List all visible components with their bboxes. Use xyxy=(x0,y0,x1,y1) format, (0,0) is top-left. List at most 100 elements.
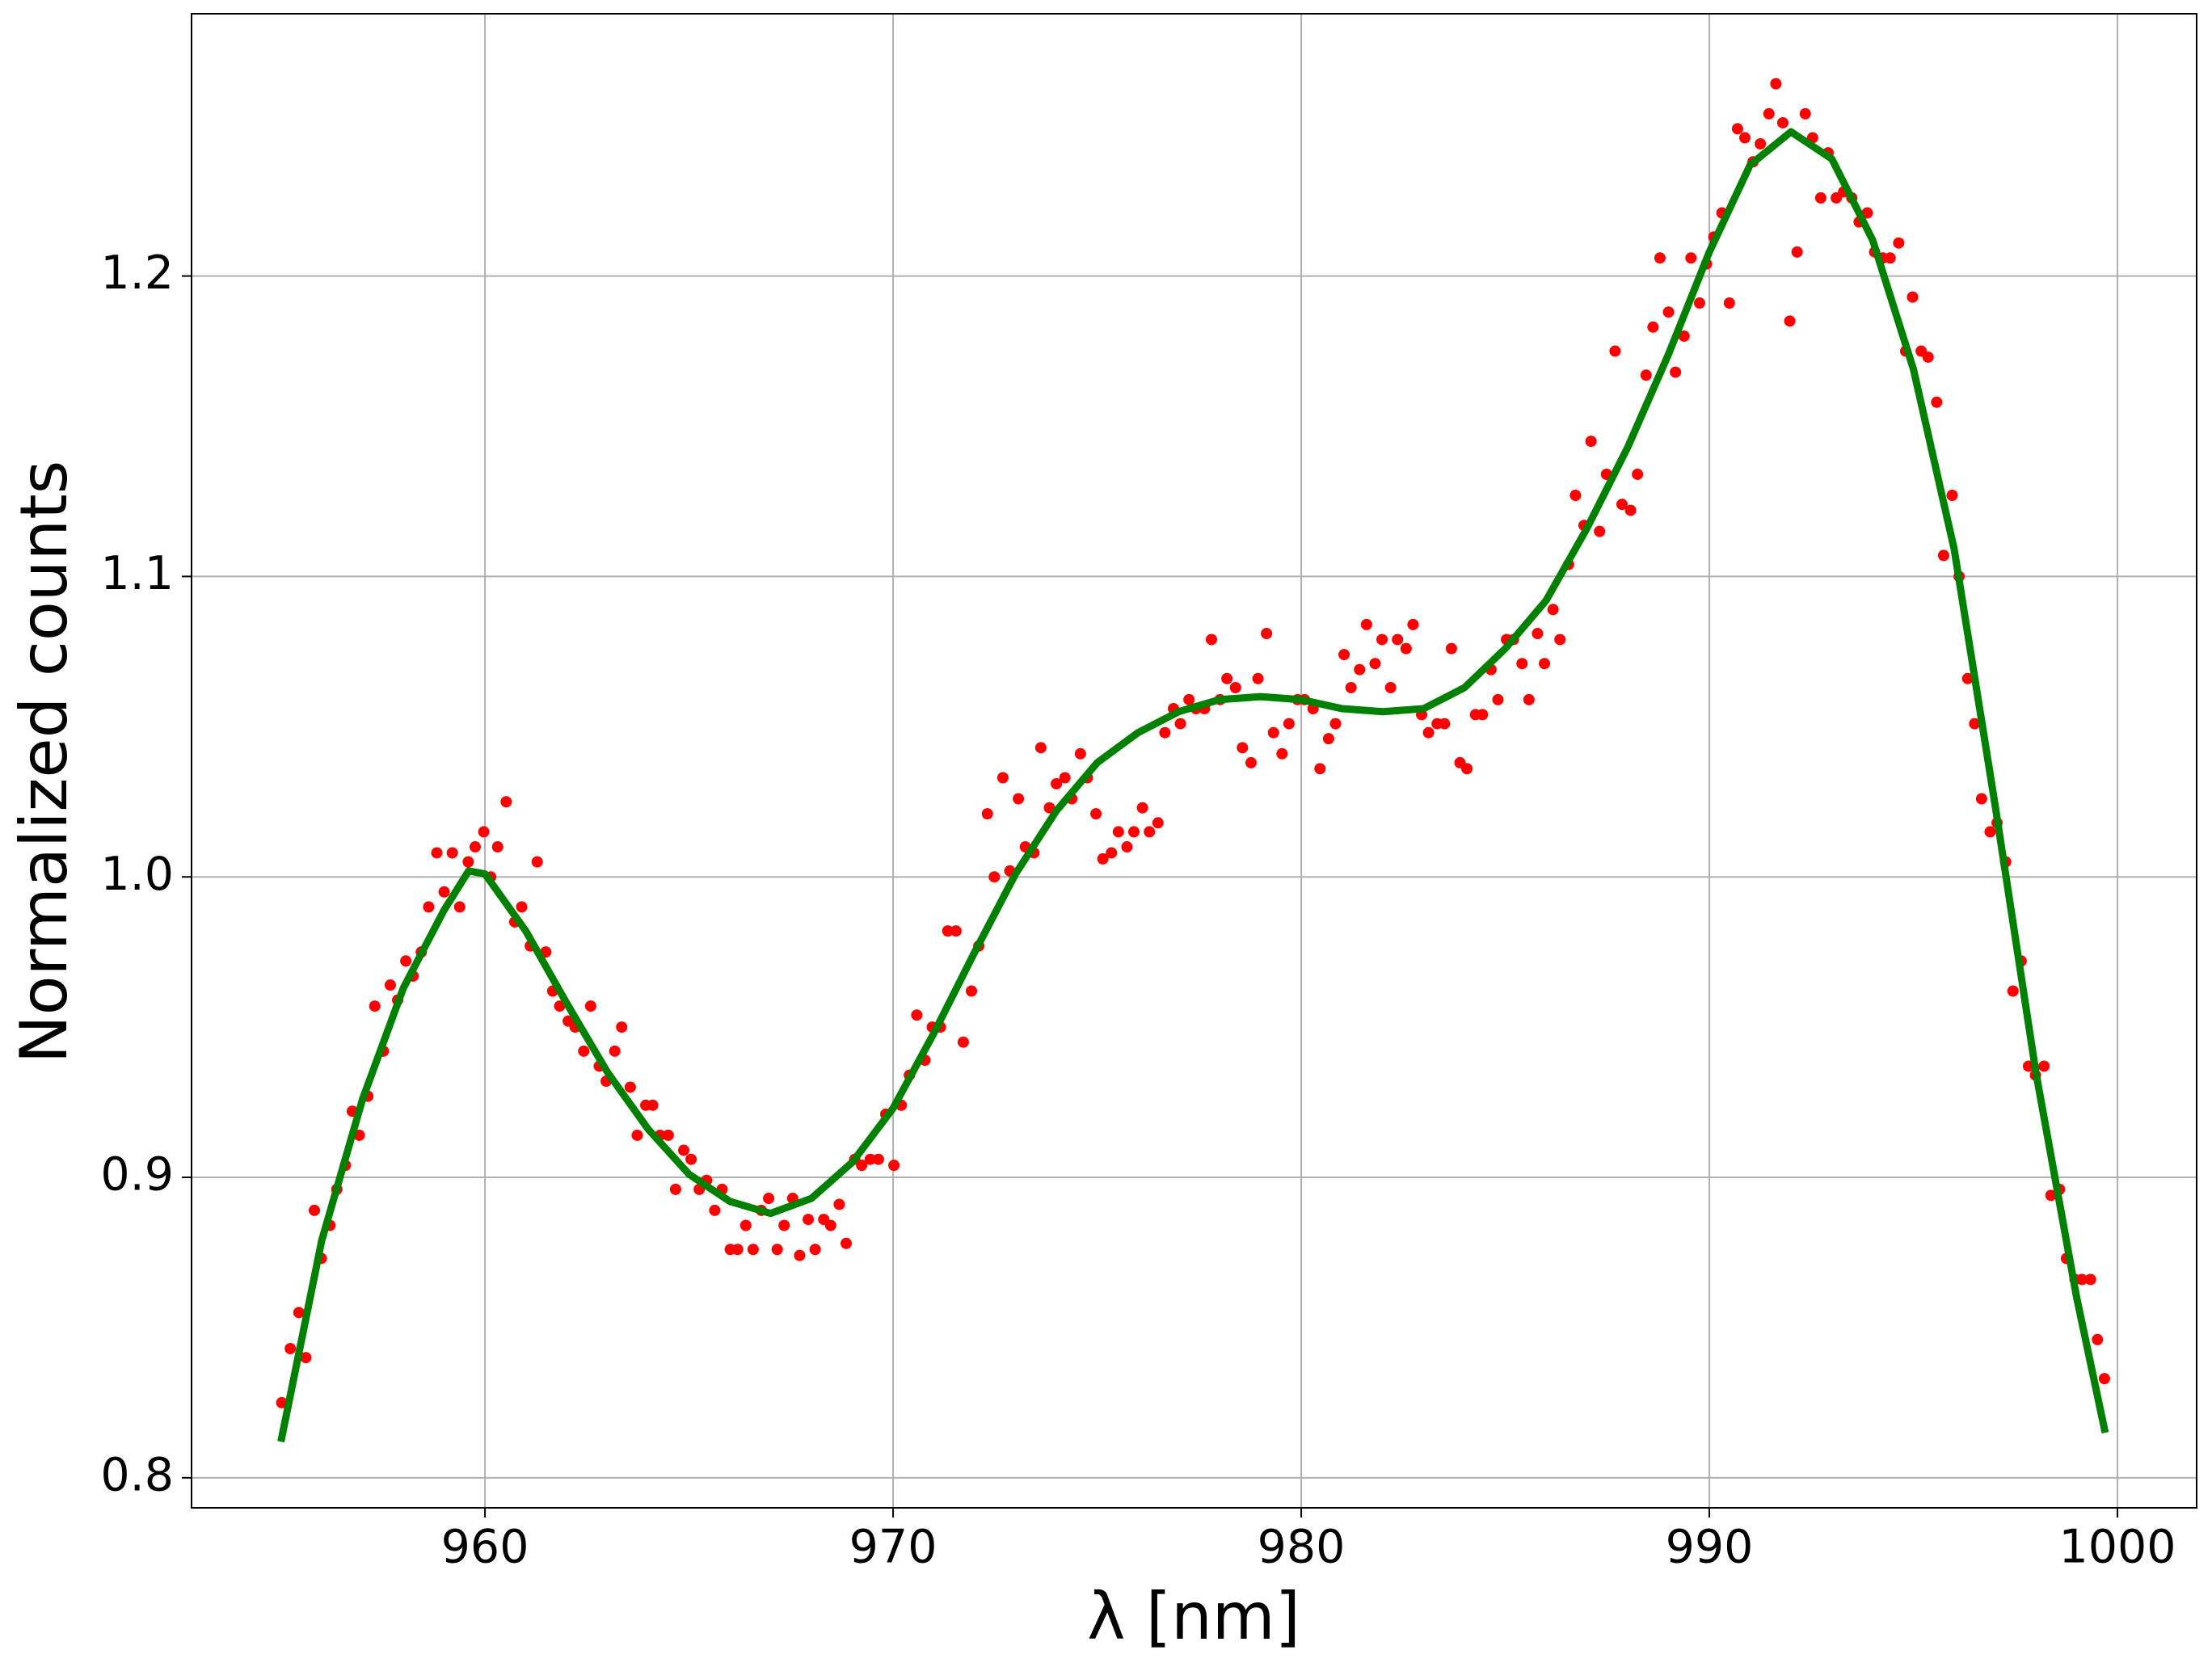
data-point xyxy=(1392,634,1404,646)
data-point xyxy=(1632,468,1644,480)
data-point xyxy=(1097,852,1109,865)
data-point xyxy=(2076,1273,2088,1286)
data-point xyxy=(1569,490,1582,502)
plot-frame xyxy=(191,13,2197,1509)
data-point xyxy=(1112,826,1124,838)
data-point xyxy=(1647,321,1659,333)
data-point xyxy=(1338,649,1350,661)
data-point xyxy=(2045,1189,2057,1202)
data-point xyxy=(872,1153,884,1165)
x-axis-label: λ [nm] xyxy=(1087,1579,1300,1654)
data-point xyxy=(840,1237,852,1249)
y-tick-label: 1.2 xyxy=(100,246,174,300)
data-point xyxy=(809,1244,821,1256)
data-point xyxy=(500,796,512,808)
data-point xyxy=(384,979,396,991)
data-point xyxy=(1329,718,1342,730)
data-point xyxy=(446,847,458,859)
data-point xyxy=(1407,618,1419,630)
data-point xyxy=(2092,1333,2104,1345)
data-point xyxy=(1051,777,1063,789)
data-point xyxy=(981,808,993,820)
data-point xyxy=(950,925,962,937)
data-point xyxy=(1723,297,1735,309)
data-point xyxy=(1585,436,1597,448)
data-point xyxy=(1090,808,1102,820)
data-point xyxy=(2007,985,2019,997)
data-point xyxy=(1205,634,1217,646)
data-point xyxy=(1516,658,1528,670)
data-point xyxy=(1283,718,1295,730)
data-point xyxy=(1059,772,1071,784)
data-point xyxy=(942,925,954,937)
data-point xyxy=(888,1160,900,1172)
x-tick-label: 990 xyxy=(1666,1521,1754,1574)
data-point xyxy=(662,1129,674,1141)
data-point xyxy=(1975,793,1987,805)
data-point xyxy=(1907,291,1919,303)
data-point xyxy=(1461,763,1473,775)
data-point xyxy=(1245,756,1257,768)
data-point xyxy=(1937,549,1949,562)
data-point xyxy=(1229,681,1241,693)
data-point xyxy=(491,841,503,853)
data-point xyxy=(1360,618,1372,630)
data-point xyxy=(794,1249,806,1261)
data-point xyxy=(369,1000,381,1012)
data-point xyxy=(1384,681,1397,693)
data-point xyxy=(824,1219,836,1231)
data-point xyxy=(1640,369,1652,381)
data-point xyxy=(1267,726,1279,739)
data-point xyxy=(1159,726,1171,739)
data-point xyxy=(1237,742,1249,754)
data-point xyxy=(1174,718,1186,730)
data-point xyxy=(833,1198,845,1210)
data-point xyxy=(400,955,412,967)
data-point xyxy=(423,901,435,913)
data-point xyxy=(624,1081,636,1093)
data-point xyxy=(1738,132,1751,144)
x-tick-label: 980 xyxy=(1258,1521,1346,1574)
data-point xyxy=(300,1352,312,1364)
data-point xyxy=(531,856,543,868)
data-point xyxy=(1554,634,1566,646)
data-point xyxy=(778,1219,790,1231)
data-point xyxy=(1345,681,1357,693)
data-point xyxy=(1685,252,1697,264)
data-point xyxy=(1013,793,1025,805)
data-point xyxy=(1884,252,1896,264)
data-point xyxy=(631,1129,643,1141)
data-point xyxy=(739,1219,752,1231)
grid xyxy=(192,14,2197,1508)
data-point xyxy=(1594,525,1606,537)
data-point xyxy=(1776,116,1789,128)
data-point xyxy=(1221,672,1233,684)
data-point xyxy=(864,1153,876,1165)
data-point xyxy=(771,1244,783,1256)
data-point xyxy=(1799,107,1811,120)
data-point xyxy=(988,871,1001,883)
data-point xyxy=(616,1021,628,1033)
y-tick-label: 1.1 xyxy=(100,547,174,600)
data-point xyxy=(578,1045,590,1057)
data-point xyxy=(1616,499,1628,511)
data-point xyxy=(1532,628,1544,640)
data-point xyxy=(2038,1060,2050,1072)
data-point xyxy=(669,1183,681,1195)
data-point xyxy=(1893,237,1905,249)
data-point xyxy=(1946,490,1958,502)
data-point xyxy=(1539,658,1551,670)
data-point xyxy=(763,1193,775,1205)
data-point xyxy=(996,772,1009,784)
data-point xyxy=(1693,297,1705,309)
data-point xyxy=(1445,642,1457,655)
x-tick-label: 970 xyxy=(849,1521,937,1574)
data-point xyxy=(1376,634,1388,646)
data-point xyxy=(1121,841,1133,853)
marks xyxy=(276,78,2110,1443)
data-point xyxy=(1609,345,1621,357)
data-point xyxy=(803,1214,815,1226)
